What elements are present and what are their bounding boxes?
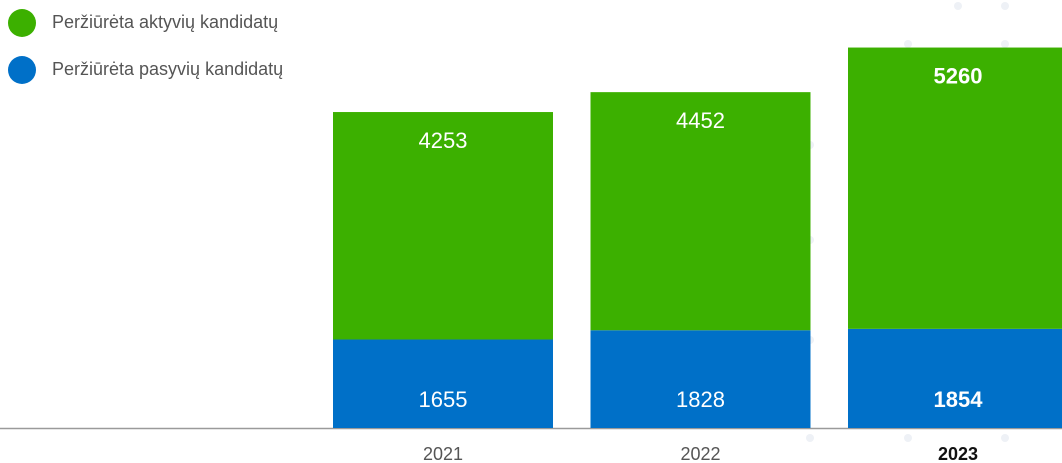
- value-label: 5260: [934, 63, 983, 88]
- bar-segment: [590, 330, 811, 428]
- bar-segment: [848, 47, 1062, 329]
- legend-swatch: [8, 56, 36, 84]
- bar-segment: [590, 92, 811, 331]
- legend-label: Peržiūrėta pasyvių kandidatų: [52, 59, 283, 79]
- x-tick-label: 2023: [938, 444, 978, 463]
- x-tick-label: 2022: [680, 444, 720, 463]
- legend-label: Peržiūrėta aktyvių kandidatų: [52, 12, 278, 32]
- bar-segment: [848, 328, 1062, 428]
- value-label: 1854: [934, 387, 984, 412]
- bar-segment: [333, 112, 553, 340]
- x-tick-label: 2021: [423, 444, 463, 463]
- value-label: 4452: [676, 108, 725, 133]
- bar-segment: [333, 339, 553, 428]
- value-label: 1655: [419, 387, 468, 412]
- value-label: 1828: [676, 387, 725, 412]
- value-label: 4253: [419, 128, 468, 153]
- legend-swatch: [8, 9, 36, 37]
